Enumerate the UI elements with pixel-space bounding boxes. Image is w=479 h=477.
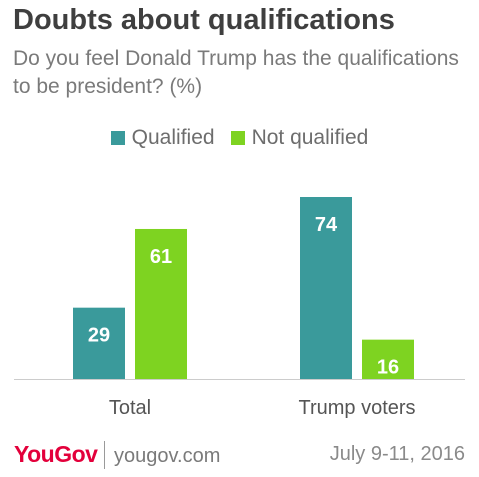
bar-qualified-trump-voters <box>300 197 352 379</box>
bar-not-qualified-total <box>135 228 187 379</box>
footer-site: yougov.com <box>114 445 221 467</box>
bar-qualified-total <box>73 307 125 379</box>
data-label: 16 <box>377 357 399 379</box>
data-label: 29 <box>88 325 110 347</box>
legend-item-qualified: Qualified <box>110 126 215 150</box>
footer-divider <box>104 441 105 469</box>
bar-not-qualified-trump-voters <box>362 339 414 379</box>
bar-chart: 29 61 Total 74 16 Trump voters <box>14 197 465 419</box>
category-label: Total <box>109 397 151 419</box>
data-label: 74 <box>315 214 338 236</box>
chart-title: Doubts about qualifications <box>13 4 395 36</box>
category-label: Trump voters <box>298 397 415 419</box>
footer-date: July 9-11, 2016 <box>329 443 465 465</box>
legend-item-not-qualified: Not qualified <box>230 126 369 150</box>
legend-swatch-not-qualified <box>230 131 245 145</box>
legend-swatch-qualified <box>110 131 125 145</box>
legend-label-qualified: Qualified <box>131 126 215 149</box>
legend-label-not-qualified: Not qualified <box>251 126 369 149</box>
chart-subtitle: Do you feel Donald Trump has the qualifi… <box>13 47 459 98</box>
data-label: 61 <box>150 246 172 268</box>
legend: Qualified Not qualified <box>0 126 479 150</box>
yougov-logo: YouGov <box>14 441 98 467</box>
